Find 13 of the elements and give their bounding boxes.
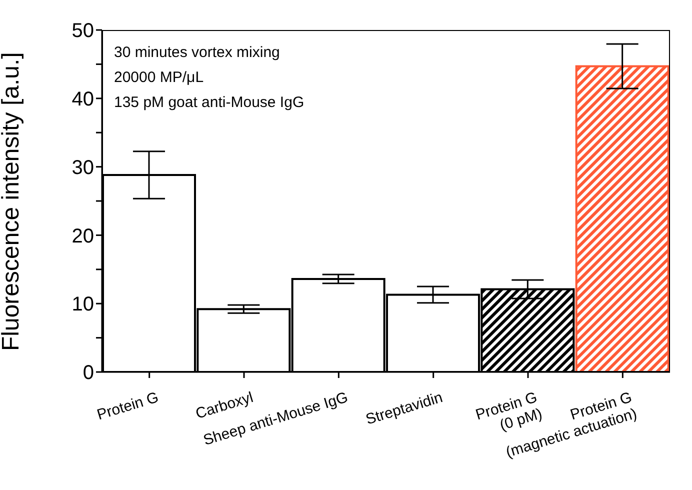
x-tick-label: Protein G (0 pM) <box>474 388 544 434</box>
bar <box>575 65 670 372</box>
y-axis-title: Fluorescence intensity [a.u.] <box>0 52 25 351</box>
annotation: 30 minutes vortex mixing <box>114 43 281 63</box>
y-tick-label: 50 <box>72 20 94 42</box>
y-tick-label: 40 <box>72 88 94 110</box>
y-tick-label: 30 <box>72 156 94 179</box>
annotation: 20000 MP/μL <box>114 68 205 88</box>
y-tick-label: 20 <box>72 225 94 248</box>
x-tick-label: Protein G <box>95 388 161 424</box>
y-tick-label: 0 <box>82 362 94 384</box>
annotation: 135 pM goat anti-Mouse IgG <box>114 93 304 113</box>
y-tick-label: 10 <box>72 294 94 316</box>
